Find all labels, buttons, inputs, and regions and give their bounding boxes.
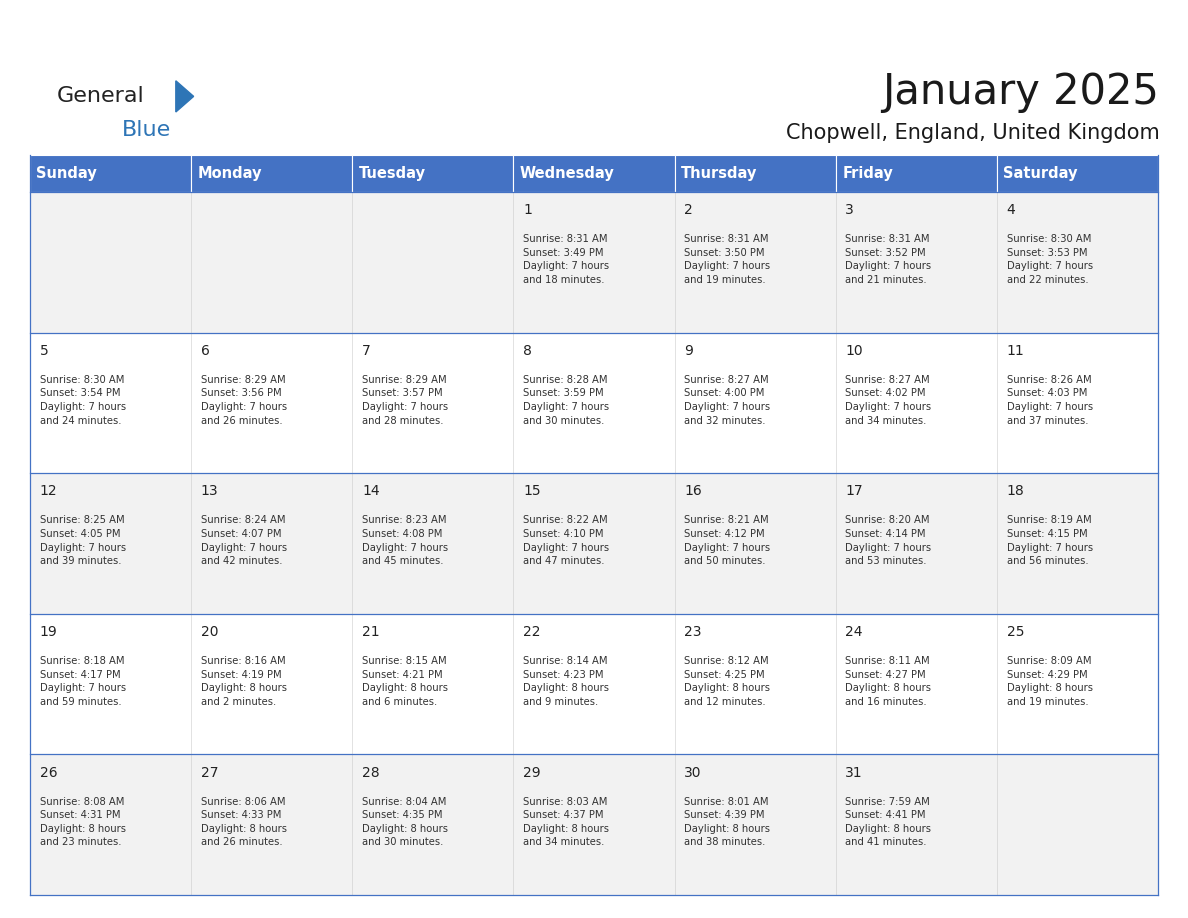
Text: Sunrise: 8:19 AM
Sunset: 4:15 PM
Daylight: 7 hours
and 56 minutes.: Sunrise: 8:19 AM Sunset: 4:15 PM Dayligh… [1006, 515, 1093, 566]
Text: 4: 4 [1006, 203, 1016, 218]
Text: Thursday: Thursday [681, 166, 758, 181]
Text: 25: 25 [1006, 625, 1024, 639]
Text: 28: 28 [362, 766, 380, 779]
Text: 23: 23 [684, 625, 702, 639]
Text: Saturday: Saturday [1004, 166, 1078, 181]
Text: Sunrise: 8:12 AM
Sunset: 4:25 PM
Daylight: 8 hours
and 12 minutes.: Sunrise: 8:12 AM Sunset: 4:25 PM Dayligh… [684, 656, 770, 707]
Text: 1: 1 [523, 203, 532, 218]
Text: Chopwell, England, United Kingdom: Chopwell, England, United Kingdom [785, 123, 1159, 143]
Text: 19: 19 [39, 625, 57, 639]
Text: Sunrise: 8:31 AM
Sunset: 3:49 PM
Daylight: 7 hours
and 18 minutes.: Sunrise: 8:31 AM Sunset: 3:49 PM Dayligh… [523, 234, 609, 285]
Text: Sunrise: 8:25 AM
Sunset: 4:05 PM
Daylight: 7 hours
and 39 minutes.: Sunrise: 8:25 AM Sunset: 4:05 PM Dayligh… [39, 515, 126, 566]
Text: 2: 2 [684, 203, 693, 218]
Text: Sunrise: 8:26 AM
Sunset: 4:03 PM
Daylight: 7 hours
and 37 minutes.: Sunrise: 8:26 AM Sunset: 4:03 PM Dayligh… [1006, 375, 1093, 426]
Text: Sunrise: 8:28 AM
Sunset: 3:59 PM
Daylight: 7 hours
and 30 minutes.: Sunrise: 8:28 AM Sunset: 3:59 PM Dayligh… [523, 375, 609, 426]
Text: 24: 24 [846, 625, 862, 639]
Text: 17: 17 [846, 485, 862, 498]
Text: Sunrise: 8:18 AM
Sunset: 4:17 PM
Daylight: 7 hours
and 59 minutes.: Sunrise: 8:18 AM Sunset: 4:17 PM Dayligh… [39, 656, 126, 707]
Text: Sunrise: 8:31 AM
Sunset: 3:50 PM
Daylight: 7 hours
and 19 minutes.: Sunrise: 8:31 AM Sunset: 3:50 PM Dayligh… [684, 234, 770, 285]
Text: Sunrise: 8:27 AM
Sunset: 4:00 PM
Daylight: 7 hours
and 32 minutes.: Sunrise: 8:27 AM Sunset: 4:00 PM Dayligh… [684, 375, 770, 426]
Text: 26: 26 [39, 766, 57, 779]
Text: 30: 30 [684, 766, 702, 779]
Text: Sunrise: 7:59 AM
Sunset: 4:41 PM
Daylight: 8 hours
and 41 minutes.: Sunrise: 7:59 AM Sunset: 4:41 PM Dayligh… [846, 797, 931, 847]
Text: Sunrise: 8:30 AM
Sunset: 3:53 PM
Daylight: 7 hours
and 22 minutes.: Sunrise: 8:30 AM Sunset: 3:53 PM Dayligh… [1006, 234, 1093, 285]
Text: Sunrise: 8:14 AM
Sunset: 4:23 PM
Daylight: 8 hours
and 9 minutes.: Sunrise: 8:14 AM Sunset: 4:23 PM Dayligh… [523, 656, 609, 707]
Text: 7: 7 [362, 344, 371, 358]
Text: Sunrise: 8:20 AM
Sunset: 4:14 PM
Daylight: 7 hours
and 53 minutes.: Sunrise: 8:20 AM Sunset: 4:14 PM Dayligh… [846, 515, 931, 566]
Bar [191, 155, 353, 192]
Bar [30, 192, 1158, 332]
Text: 12: 12 [39, 485, 57, 498]
Text: Sunrise: 8:08 AM
Sunset: 4:31 PM
Daylight: 8 hours
and 23 minutes.: Sunrise: 8:08 AM Sunset: 4:31 PM Dayligh… [39, 797, 126, 847]
Text: 29: 29 [523, 766, 541, 779]
Text: Sunrise: 8:03 AM
Sunset: 4:37 PM
Daylight: 8 hours
and 34 minutes.: Sunrise: 8:03 AM Sunset: 4:37 PM Dayligh… [523, 797, 609, 847]
Text: 3: 3 [846, 203, 854, 218]
Text: 31: 31 [846, 766, 862, 779]
Text: Sunrise: 8:27 AM
Sunset: 4:02 PM
Daylight: 7 hours
and 34 minutes.: Sunrise: 8:27 AM Sunset: 4:02 PM Dayligh… [846, 375, 931, 426]
Text: 5: 5 [39, 344, 49, 358]
Bar [513, 155, 675, 192]
Bar [30, 155, 191, 192]
Text: Sunrise: 8:09 AM
Sunset: 4:29 PM
Daylight: 8 hours
and 19 minutes.: Sunrise: 8:09 AM Sunset: 4:29 PM Dayligh… [1006, 656, 1093, 707]
Bar [835, 155, 997, 192]
Text: 16: 16 [684, 485, 702, 498]
Text: Sunday: Sunday [37, 166, 97, 181]
Text: Sunrise: 8:21 AM
Sunset: 4:12 PM
Daylight: 7 hours
and 50 minutes.: Sunrise: 8:21 AM Sunset: 4:12 PM Dayligh… [684, 515, 770, 566]
Text: 18: 18 [1006, 485, 1024, 498]
Text: General: General [57, 86, 145, 106]
Polygon shape [176, 81, 194, 112]
Text: Sunrise: 8:24 AM
Sunset: 4:07 PM
Daylight: 7 hours
and 42 minutes.: Sunrise: 8:24 AM Sunset: 4:07 PM Dayligh… [201, 515, 287, 566]
Bar [30, 332, 1158, 473]
Text: Sunrise: 8:04 AM
Sunset: 4:35 PM
Daylight: 8 hours
and 30 minutes.: Sunrise: 8:04 AM Sunset: 4:35 PM Dayligh… [362, 797, 448, 847]
Text: Sunrise: 8:16 AM
Sunset: 4:19 PM
Daylight: 8 hours
and 2 minutes.: Sunrise: 8:16 AM Sunset: 4:19 PM Dayligh… [201, 656, 286, 707]
Text: 27: 27 [201, 766, 219, 779]
Text: 13: 13 [201, 485, 219, 498]
Text: Blue: Blue [122, 120, 171, 140]
Text: Sunrise: 8:23 AM
Sunset: 4:08 PM
Daylight: 7 hours
and 45 minutes.: Sunrise: 8:23 AM Sunset: 4:08 PM Dayligh… [362, 515, 448, 566]
Text: Sunrise: 8:29 AM
Sunset: 3:56 PM
Daylight: 7 hours
and 26 minutes.: Sunrise: 8:29 AM Sunset: 3:56 PM Dayligh… [201, 375, 287, 426]
Text: 10: 10 [846, 344, 862, 358]
Bar [675, 155, 835, 192]
Text: 11: 11 [1006, 344, 1024, 358]
Text: 15: 15 [523, 485, 541, 498]
Bar [30, 614, 1158, 755]
Text: Sunrise: 8:29 AM
Sunset: 3:57 PM
Daylight: 7 hours
and 28 minutes.: Sunrise: 8:29 AM Sunset: 3:57 PM Dayligh… [362, 375, 448, 426]
Text: Sunrise: 8:06 AM
Sunset: 4:33 PM
Daylight: 8 hours
and 26 minutes.: Sunrise: 8:06 AM Sunset: 4:33 PM Dayligh… [201, 797, 286, 847]
Text: 9: 9 [684, 344, 693, 358]
Text: Sunrise: 8:22 AM
Sunset: 4:10 PM
Daylight: 7 hours
and 47 minutes.: Sunrise: 8:22 AM Sunset: 4:10 PM Dayligh… [523, 515, 609, 566]
Text: Tuesday: Tuesday [359, 166, 425, 181]
Text: Wednesday: Wednesday [520, 166, 614, 181]
Text: Sunrise: 8:11 AM
Sunset: 4:27 PM
Daylight: 8 hours
and 16 minutes.: Sunrise: 8:11 AM Sunset: 4:27 PM Dayligh… [846, 656, 931, 707]
Text: 14: 14 [362, 485, 380, 498]
Text: 22: 22 [523, 625, 541, 639]
Text: Sunrise: 8:31 AM
Sunset: 3:52 PM
Daylight: 7 hours
and 21 minutes.: Sunrise: 8:31 AM Sunset: 3:52 PM Dayligh… [846, 234, 931, 285]
Text: Sunrise: 8:30 AM
Sunset: 3:54 PM
Daylight: 7 hours
and 24 minutes.: Sunrise: 8:30 AM Sunset: 3:54 PM Dayligh… [39, 375, 126, 426]
Text: Sunrise: 8:15 AM
Sunset: 4:21 PM
Daylight: 8 hours
and 6 minutes.: Sunrise: 8:15 AM Sunset: 4:21 PM Dayligh… [362, 656, 448, 707]
Bar [997, 155, 1158, 192]
Text: Monday: Monday [197, 166, 263, 181]
Text: 21: 21 [362, 625, 380, 639]
Bar [353, 155, 513, 192]
Bar [30, 473, 1158, 614]
Text: January 2025: January 2025 [883, 71, 1159, 113]
Text: 20: 20 [201, 625, 219, 639]
Text: 8: 8 [523, 344, 532, 358]
Text: 6: 6 [201, 344, 210, 358]
Text: Friday: Friday [842, 166, 893, 181]
Bar [30, 755, 1158, 895]
Text: Sunrise: 8:01 AM
Sunset: 4:39 PM
Daylight: 8 hours
and 38 minutes.: Sunrise: 8:01 AM Sunset: 4:39 PM Dayligh… [684, 797, 770, 847]
